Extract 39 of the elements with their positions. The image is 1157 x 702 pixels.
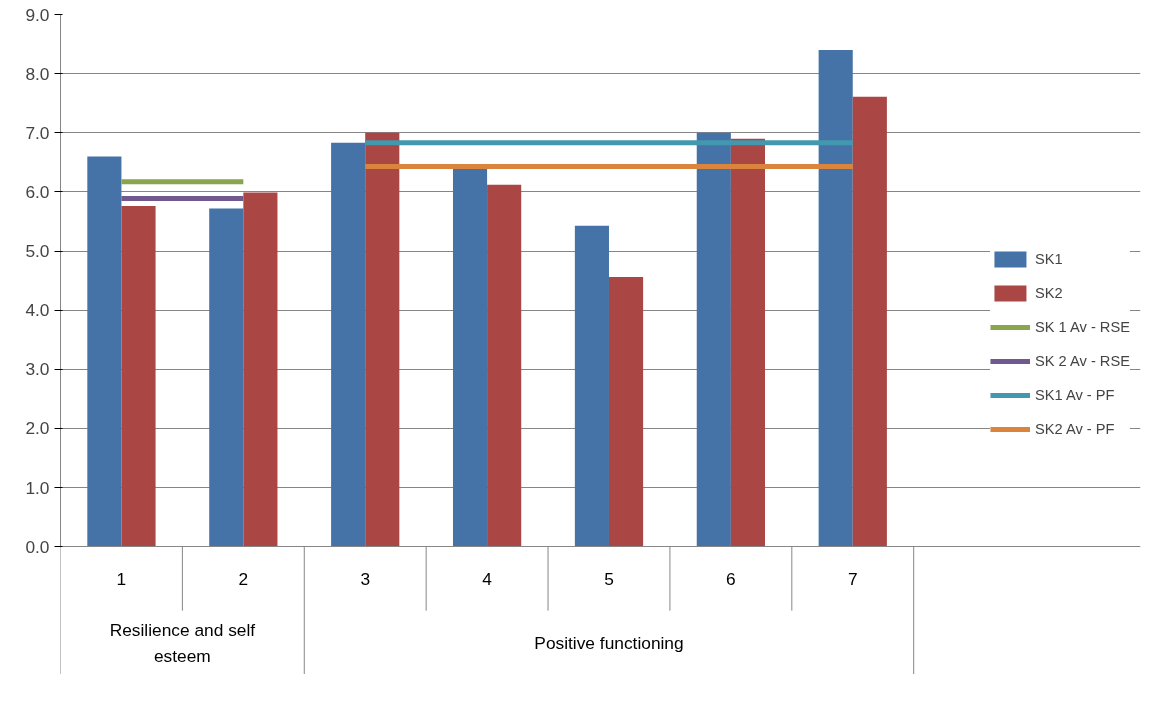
legend-label: SK 2 Av - RSE: [1034, 353, 1130, 369]
y-tick-label: 7.0: [25, 122, 50, 143]
x-tick-label: 7: [847, 568, 858, 589]
text: Resilience and self esteem: [109, 619, 256, 666]
x-tick-label: 1: [116, 568, 127, 589]
legend-label: SK1: [1034, 251, 1063, 267]
x-tick-label: 6: [726, 568, 736, 589]
legend-label: SK2: [1034, 285, 1063, 301]
y-tick-label: 4.0: [25, 300, 50, 321]
bar: [730, 138, 765, 547]
x-tick-label: 5: [604, 568, 614, 589]
x-tick-label: 2: [238, 568, 249, 589]
bar: [452, 168, 488, 547]
legend-label: SK 1 Av - RSE: [1034, 319, 1130, 335]
y-tick-label: 3.0: [25, 359, 50, 380]
y-tick-label: 2.0: [25, 418, 50, 439]
legend-label: SK2 Av - PF: [1034, 421, 1115, 437]
y-tick-label: 5.0: [25, 241, 50, 262]
bar: [365, 132, 400, 547]
bar: [608, 277, 644, 547]
text: Positive functioning: [534, 632, 684, 653]
y-tick-label: 6.0: [25, 181, 50, 202]
bar: [331, 142, 366, 547]
y-tick-label: 1.0: [25, 477, 50, 498]
bar: [696, 132, 731, 547]
y-tick-label: 9.0: [25, 4, 50, 25]
y-tick-label: 0.0: [25, 536, 50, 557]
bar: [87, 156, 122, 547]
x-tick-label: 4: [482, 568, 493, 589]
y-tick-label: 8.0: [25, 63, 50, 84]
x-tick-label: 3: [360, 568, 371, 589]
bar: [209, 208, 244, 547]
bar: [818, 49, 853, 547]
legend-label: SK1 Av - PF: [1034, 387, 1115, 403]
bar: [121, 206, 156, 547]
bar: [852, 96, 887, 547]
bar: [243, 192, 278, 547]
bar: [487, 184, 522, 547]
bar: [574, 225, 609, 547]
